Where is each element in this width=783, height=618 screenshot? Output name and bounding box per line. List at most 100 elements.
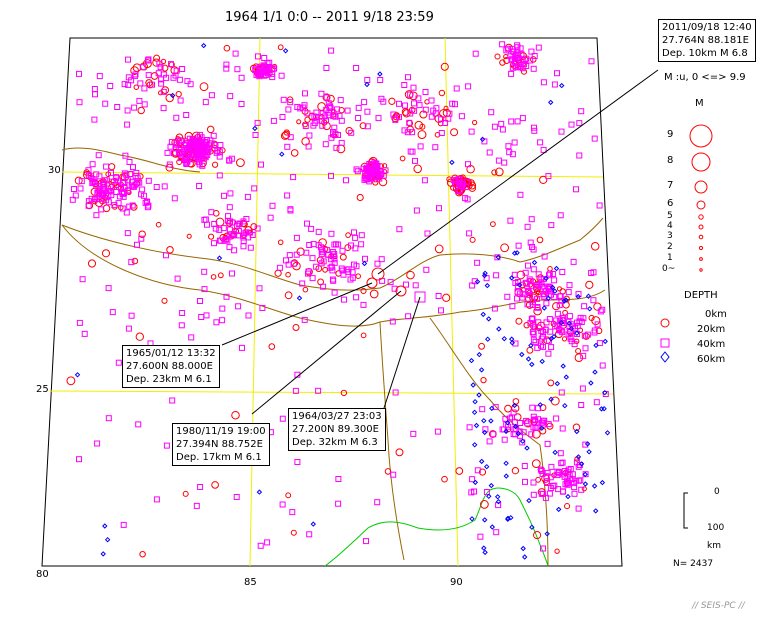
event-marker-mid xyxy=(353,294,360,301)
event-marker-shallow xyxy=(515,317,523,325)
event-marker-shallow xyxy=(554,548,560,554)
event-marker-mid xyxy=(171,195,178,202)
event-marker-deep xyxy=(468,357,475,364)
event-marker-mid xyxy=(348,129,355,136)
event-marker-mid xyxy=(306,242,313,248)
event-marker-deep xyxy=(582,481,589,487)
event-marker-shallow xyxy=(87,259,97,268)
event-marker-mid xyxy=(446,110,453,117)
event-marker-mid xyxy=(105,285,112,292)
event-marker-mid xyxy=(538,468,545,474)
event-marker-shallow xyxy=(533,306,542,316)
event-marker-mid xyxy=(329,276,336,283)
event-marker-mid xyxy=(318,90,325,97)
event-marker-mid xyxy=(103,163,110,170)
event-marker-mid xyxy=(309,255,316,262)
event-marker-mid xyxy=(466,230,473,237)
event-marker-mid xyxy=(230,230,237,237)
event-marker-mid xyxy=(593,399,600,406)
event-marker-shallow xyxy=(595,327,603,335)
lon-line-85 xyxy=(249,37,261,567)
event-marker-mid xyxy=(329,249,336,255)
event-marker-mid xyxy=(136,97,143,104)
event-marker-shallow xyxy=(199,82,209,92)
lon-label-85: 85 xyxy=(244,577,257,588)
event-marker-mid xyxy=(196,131,203,138)
event-marker-mid xyxy=(315,387,322,394)
event-marker-mid xyxy=(302,123,309,129)
event-marker-mid xyxy=(201,286,208,293)
event-marker-mid xyxy=(204,221,210,228)
magnitude-scale-header: M :u, 0 <=> 9.9 xyxy=(664,72,746,83)
event-marker-mid xyxy=(525,262,531,269)
event-marker-deep xyxy=(482,270,488,277)
event-marker-mid xyxy=(590,297,597,304)
event-marker-deep xyxy=(509,340,516,346)
event-marker-mid xyxy=(196,183,203,189)
event-marker-mid xyxy=(128,259,135,266)
event-marker-mid xyxy=(76,99,83,106)
event-marker-mid xyxy=(333,241,340,248)
event-marker-mid xyxy=(332,131,339,138)
event-marker-mid xyxy=(375,171,382,178)
event-marker-mid xyxy=(320,258,327,265)
event-marker-mid xyxy=(530,266,537,273)
event-marker-deep xyxy=(591,483,598,489)
event-marker-mid xyxy=(474,259,481,266)
depth-label-60: 60km xyxy=(697,354,726,365)
event-marker-deep xyxy=(488,482,495,489)
event-marker-shallow xyxy=(142,59,152,69)
event-marker-mid xyxy=(529,329,536,336)
event-marker-mid xyxy=(554,472,561,479)
event-marker-mid xyxy=(432,110,439,117)
event-marker-mid xyxy=(369,169,376,176)
event-marker-mid xyxy=(105,199,112,206)
event-marker-mid xyxy=(89,161,96,168)
event-2011-marker xyxy=(371,267,385,281)
event-marker-mid xyxy=(129,202,136,209)
event-marker-deep xyxy=(104,536,111,543)
event-marker-shallow xyxy=(283,129,290,136)
event-marker-mid xyxy=(519,115,526,122)
callout-1965-line-1: 1965/01/12 13:32 xyxy=(126,348,216,359)
event-marker-deep xyxy=(495,498,502,505)
event-marker-mid xyxy=(505,45,511,52)
mag-label-5: 5 xyxy=(667,211,673,221)
event-marker-deep xyxy=(504,420,511,426)
event-marker-shallow xyxy=(206,125,215,134)
event-marker-mid xyxy=(545,173,552,180)
event-marker-mid xyxy=(542,326,549,333)
event-marker-shallow xyxy=(406,270,415,280)
event-marker-mid xyxy=(498,120,505,127)
event-marker-deep xyxy=(102,523,108,529)
event-marker-shallow xyxy=(165,163,174,172)
event-marker-mid xyxy=(534,344,541,351)
event-marker-deep xyxy=(496,326,502,332)
event-marker-deep xyxy=(529,524,535,530)
event-marker-mid xyxy=(323,117,329,124)
event-marker-mid xyxy=(304,110,311,117)
event-marker-mid xyxy=(575,505,582,512)
event-marker-mid xyxy=(210,132,217,139)
event-marker-mid xyxy=(256,285,263,292)
event-marker-mid xyxy=(412,157,418,164)
event-marker-mid xyxy=(139,64,146,71)
event-marker-deep xyxy=(503,460,509,467)
event-marker-mid xyxy=(284,192,291,199)
event-marker-deep xyxy=(541,305,548,311)
mag-circle-8 xyxy=(691,152,711,172)
event-marker-mid xyxy=(130,164,136,171)
event-marker-mid xyxy=(124,230,131,237)
event-marker-mid xyxy=(123,171,130,178)
event-marker-deep xyxy=(310,521,317,527)
event-marker-deep xyxy=(514,250,520,256)
event-marker-mid xyxy=(77,185,84,192)
event-marker-mid xyxy=(328,230,335,237)
event-marker-mid xyxy=(517,45,524,52)
event-marker-deep xyxy=(521,554,528,560)
event-marker-mid xyxy=(149,81,155,88)
event-marker-mid xyxy=(81,330,88,337)
event-marker-mid xyxy=(588,270,595,276)
event-marker-deep xyxy=(575,293,581,300)
event-marker-mid xyxy=(535,319,542,326)
